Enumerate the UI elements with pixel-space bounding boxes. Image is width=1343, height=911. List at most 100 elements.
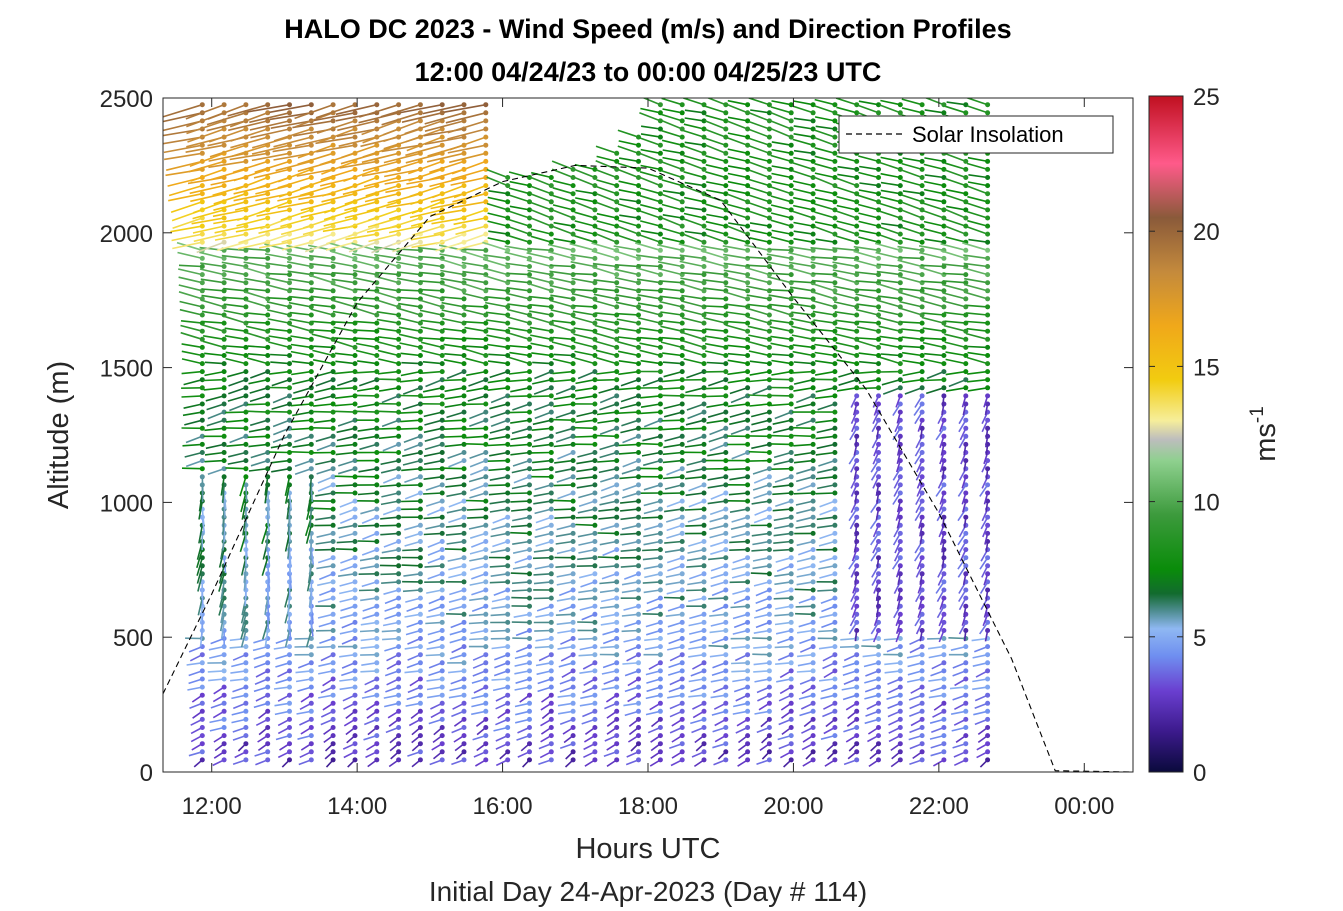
wind-barb	[277, 175, 314, 189]
wind-barb	[339, 514, 358, 524]
wind-barb	[268, 335, 292, 342]
wind-barb	[185, 433, 205, 444]
wind-barb	[226, 441, 249, 447]
wind-barb	[181, 343, 205, 350]
wind-barb	[180, 324, 205, 334]
wind-barb	[299, 183, 336, 197]
chart-subtitle: 12:00 04/24/23 to 00:00 04/25/23 UTC	[415, 57, 882, 87]
wind-barb	[190, 733, 205, 743]
wind-barb	[231, 716, 249, 724]
wind-barb	[333, 326, 358, 334]
wind-barb	[312, 450, 336, 455]
wind-barb	[277, 668, 292, 678]
wind-barb	[325, 757, 336, 768]
wind-barb	[286, 253, 314, 261]
wind-barb	[269, 450, 292, 455]
wind-barb	[293, 385, 314, 394]
wind-barb	[337, 417, 358, 427]
wind-barb	[292, 441, 314, 448]
wind-barb	[189, 652, 205, 662]
wind-barb	[171, 231, 205, 242]
wind-barb	[238, 231, 271, 244]
wind-barb	[313, 401, 336, 407]
wind-barb	[188, 676, 205, 685]
wind-barb	[230, 126, 271, 142]
wind-barb	[179, 308, 205, 318]
wind-barb	[236, 215, 271, 227]
wind-barb	[319, 587, 336, 597]
y-tick-label: 2000	[100, 221, 153, 248]
wind-barb	[265, 262, 292, 269]
wind-barb	[320, 716, 336, 726]
wind-barb	[265, 276, 292, 286]
wind-barb	[214, 223, 249, 234]
wind-barb	[274, 700, 292, 707]
wind-barb	[207, 102, 249, 120]
wind-barb	[229, 644, 249, 650]
wind-barb	[296, 708, 314, 715]
wind-barb	[214, 741, 227, 752]
wind-barb	[233, 191, 271, 202]
wind-barb	[184, 450, 205, 458]
wind-barb	[294, 433, 314, 443]
wind-barb	[227, 393, 249, 402]
wind-barb	[255, 692, 271, 702]
wind-barb	[227, 458, 249, 465]
wind-barb	[255, 757, 271, 766]
wind-barb	[268, 385, 292, 391]
wind-barb	[256, 207, 292, 217]
wind-barb	[249, 393, 271, 403]
wind-barb	[340, 603, 358, 612]
wind-barb	[207, 668, 227, 674]
wind-barb	[290, 450, 314, 455]
wind-barb	[205, 441, 227, 450]
wind-barb	[200, 299, 227, 310]
wind-barb	[180, 331, 205, 342]
wind-barb	[315, 539, 336, 545]
wind-barb	[290, 350, 314, 358]
wind-barb	[221, 269, 249, 278]
wind-barb	[185, 102, 227, 120]
wind-barb	[315, 458, 336, 466]
wind-barb	[338, 458, 358, 467]
wind-barb	[243, 482, 249, 502]
wind-barb	[249, 118, 292, 131]
wind-barb	[230, 668, 249, 674]
wind-barb	[266, 272, 292, 278]
wind-barb	[333, 339, 358, 350]
y-tick-label: 1500	[100, 356, 153, 383]
wind-barb	[270, 353, 292, 358]
wind-barb	[248, 425, 271, 433]
wind-barb	[181, 369, 205, 375]
wind-barb	[193, 757, 205, 768]
wind-barb	[270, 361, 292, 367]
chart-title: HALO DC 2023 - Wind Speed (m/s) and Dire…	[284, 14, 1011, 44]
wind-barb	[248, 377, 271, 385]
wind-barb	[252, 644, 271, 652]
wind-barb	[336, 539, 358, 544]
wind-barb	[225, 344, 249, 350]
wind-barb	[188, 158, 227, 173]
wind-barb	[337, 644, 358, 650]
wind-barb	[268, 328, 292, 334]
wind-barb	[243, 261, 271, 269]
y-tick-label: 500	[113, 625, 153, 652]
wind-barb	[277, 749, 292, 759]
wind-barb	[346, 733, 358, 744]
wind-barb	[308, 474, 314, 496]
wind-barb	[289, 324, 314, 334]
wind-barb	[270, 458, 292, 464]
wind-barb	[225, 466, 249, 472]
wind-barb	[178, 276, 205, 286]
wind-barb	[188, 749, 205, 757]
wind-barb	[200, 278, 227, 286]
wind-barb	[272, 393, 292, 404]
wind-barb	[237, 741, 249, 752]
wind-barb	[234, 199, 271, 211]
wind-barb	[213, 684, 227, 695]
wind-barb	[206, 417, 227, 427]
wind-barb	[182, 409, 205, 417]
wind-barb	[297, 733, 314, 740]
wind-barb	[269, 102, 314, 114]
